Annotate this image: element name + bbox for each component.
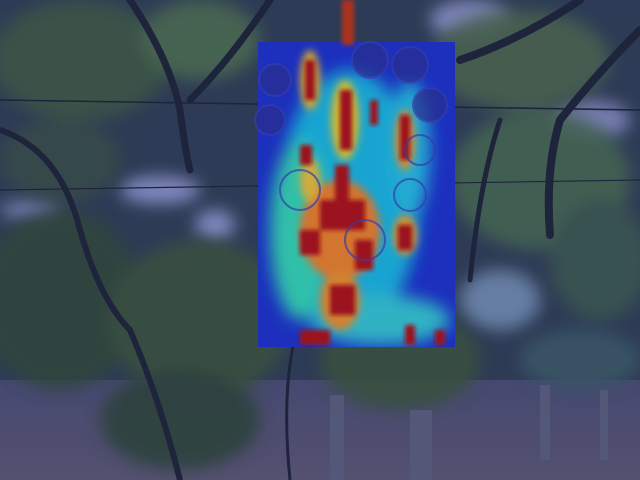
stem-heat	[342, 0, 354, 45]
leaves	[0, 0, 640, 470]
posts	[330, 385, 608, 480]
grapes	[254, 41, 448, 261]
heat-hot	[300, 60, 445, 345]
